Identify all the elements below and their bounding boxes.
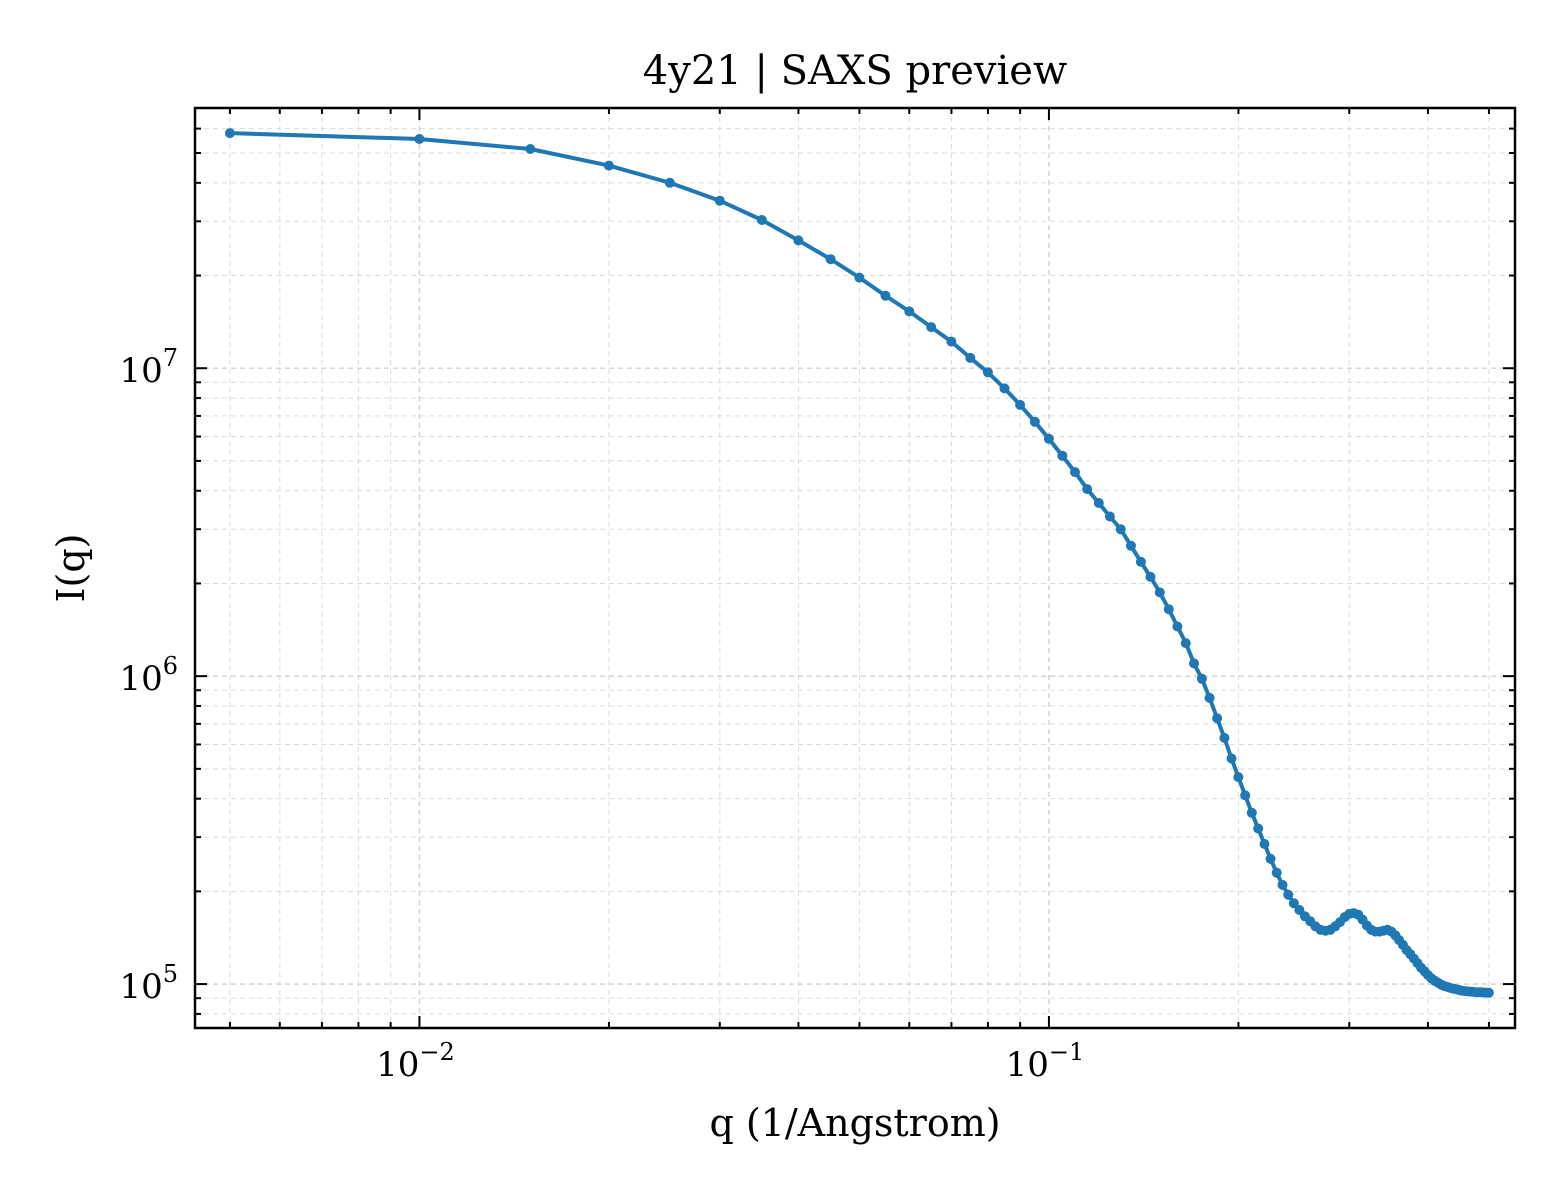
data-point: [414, 134, 425, 144]
data-point: [946, 336, 957, 347]
grid: [195, 107, 1515, 1028]
data-point: [1145, 571, 1156, 582]
data-point: [1057, 450, 1068, 461]
data-point: [1070, 467, 1080, 478]
data-point: [1277, 879, 1288, 890]
data-point: [854, 272, 865, 283]
data-point: [926, 322, 937, 333]
data-point: [1253, 823, 1264, 834]
y-tick-label: 107: [119, 344, 178, 391]
data-point: [1288, 898, 1299, 909]
data-point: [1093, 498, 1104, 508]
x-axis-label: q (1/Angstrom): [709, 1101, 1000, 1145]
data-point: [965, 352, 976, 363]
data-point: [664, 177, 675, 188]
data-point: [1283, 889, 1294, 900]
data-point: [714, 195, 725, 206]
data-point: [1271, 867, 1282, 878]
data-point: [1029, 416, 1040, 427]
data-point: [1226, 753, 1237, 764]
data-point: [1163, 604, 1174, 615]
data-point: [1154, 587, 1165, 598]
data-point: [1212, 713, 1223, 724]
data-point: [793, 235, 804, 246]
data-point: [825, 254, 836, 265]
data-point: [756, 215, 767, 225]
data-point: [1265, 853, 1276, 864]
data-point: [1180, 638, 1191, 649]
data-point: [1189, 658, 1199, 669]
chart-title: 4y21 | SAXS preview: [643, 48, 1067, 94]
plot-frame: [193, 106, 1517, 1030]
data-point: [1233, 772, 1244, 783]
y-tick-label: 105: [119, 960, 178, 1007]
data-point: [1043, 433, 1054, 444]
data-point: [224, 128, 235, 139]
x-tick-label: 10−1: [1006, 1038, 1085, 1085]
data-point: [1259, 839, 1270, 849]
data-point: [904, 306, 915, 317]
data-point: [1115, 524, 1126, 535]
data-point: [525, 144, 536, 154]
data-point: [1219, 732, 1230, 743]
data-point: [1172, 621, 1183, 632]
series: [224, 128, 1494, 998]
data-point: [1015, 399, 1026, 410]
data-point: [1104, 511, 1115, 522]
data-point: [1135, 556, 1146, 567]
data-point: [1483, 987, 1494, 998]
data-point: [999, 383, 1010, 394]
data-point: [1246, 807, 1257, 818]
data-point: [1126, 540, 1136, 551]
data-point: [603, 160, 614, 171]
data-point: [1204, 692, 1215, 703]
data-point: [880, 290, 891, 301]
data-point: [982, 367, 993, 378]
x-tick-label: 10−2: [376, 1038, 455, 1085]
data-point: [1082, 484, 1093, 495]
y-axis-label: I(q): [49, 534, 93, 603]
data-point: [1196, 673, 1207, 684]
data-point: [1240, 790, 1251, 801]
y-tick-label: 106: [119, 652, 178, 699]
